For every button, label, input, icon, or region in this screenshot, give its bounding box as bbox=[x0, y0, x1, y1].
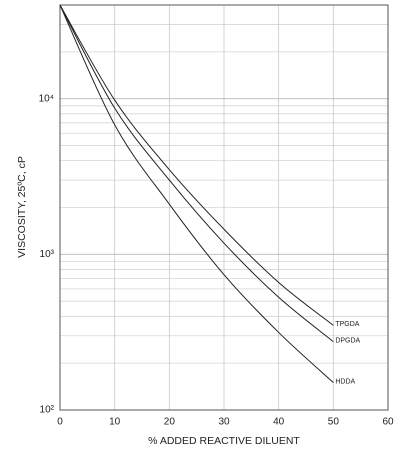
plot-frame bbox=[59, 4, 389, 411]
x-tick-label: 60 bbox=[382, 417, 394, 428]
series-label: TPGDA bbox=[335, 321, 359, 328]
series-label: DPGDA bbox=[335, 337, 360, 344]
x-tick-label: 30 bbox=[218, 417, 230, 428]
x-tick-label: 0 bbox=[57, 417, 63, 428]
y-tick-label: 10³ bbox=[40, 249, 55, 260]
series-line bbox=[59, 4, 334, 343]
x-axis-label: % ADDED REACTIVE DILUENT bbox=[148, 435, 300, 447]
series-line bbox=[59, 4, 334, 326]
x-tick-label: 50 bbox=[328, 417, 340, 428]
y-axis-label: VISCOSITY, 25ºC, cP bbox=[16, 156, 28, 258]
x-tick-label: 40 bbox=[273, 417, 285, 428]
x-tick-label: 10 bbox=[109, 417, 121, 428]
series-line bbox=[59, 4, 334, 383]
y-tick-label: 10² bbox=[40, 405, 55, 416]
y-tick-label: 10⁴ bbox=[39, 93, 54, 104]
x-tick-label: 20 bbox=[164, 417, 176, 428]
series-label: HDDA bbox=[335, 378, 355, 385]
